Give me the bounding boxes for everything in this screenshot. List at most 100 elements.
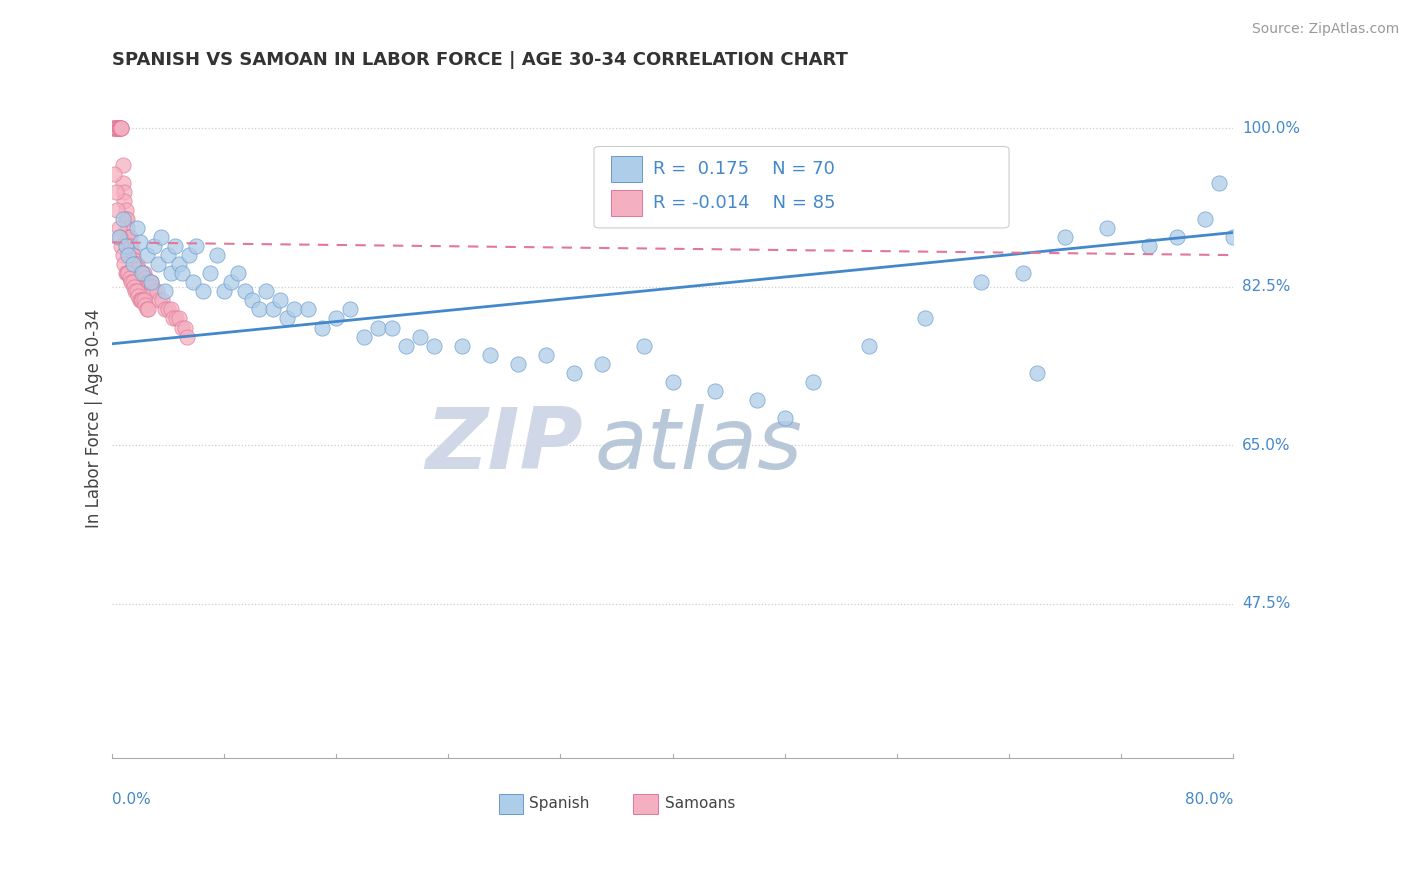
Text: Samoans: Samoans	[665, 797, 735, 811]
Point	[125, 221, 148, 235]
Text: 80.0%: 80.0%	[1185, 792, 1233, 807]
Point	[107, 230, 129, 244]
Point	[108, 121, 131, 136]
Point	[112, 257, 135, 271]
Point	[127, 261, 149, 276]
Bar	[610, 156, 643, 182]
Point	[107, 221, 129, 235]
Point	[1054, 230, 1077, 244]
Point	[117, 248, 139, 262]
Point	[801, 375, 824, 389]
Point	[129, 266, 152, 280]
Point	[240, 293, 263, 308]
Point	[131, 293, 153, 308]
Point	[170, 320, 193, 334]
Point	[381, 320, 404, 334]
Bar	[499, 794, 523, 814]
Point	[104, 121, 127, 136]
Point	[117, 266, 139, 280]
Point	[115, 211, 138, 226]
Point	[120, 275, 142, 289]
Point	[145, 285, 167, 299]
Point	[108, 121, 131, 136]
Point	[107, 121, 129, 136]
Point	[156, 248, 179, 262]
Point	[114, 202, 136, 217]
Point	[177, 248, 200, 262]
Point	[114, 266, 136, 280]
Point	[395, 338, 418, 352]
Text: ZIP: ZIP	[425, 404, 583, 487]
Point	[1026, 366, 1049, 380]
FancyBboxPatch shape	[593, 146, 1010, 228]
Point	[111, 157, 134, 171]
Point	[108, 121, 131, 136]
Point	[181, 275, 204, 289]
Point	[134, 298, 156, 312]
Point	[122, 252, 145, 267]
Point	[633, 338, 655, 352]
Point	[121, 257, 143, 271]
Point	[118, 270, 141, 285]
Point	[111, 248, 134, 262]
Point	[114, 211, 136, 226]
Point	[128, 293, 150, 308]
Point	[176, 329, 198, 343]
Point	[124, 285, 146, 299]
Point	[159, 302, 181, 317]
Point	[139, 275, 162, 289]
Point	[150, 293, 173, 308]
Text: 47.5%: 47.5%	[1241, 596, 1291, 611]
Point	[128, 266, 150, 280]
Text: atlas: atlas	[593, 404, 801, 487]
Point	[111, 211, 134, 226]
Point	[1012, 266, 1035, 280]
Point	[311, 320, 333, 334]
Point	[117, 230, 139, 244]
Point	[745, 392, 768, 407]
Point	[367, 320, 389, 334]
Bar	[633, 794, 658, 814]
Point	[141, 280, 163, 294]
Point	[121, 248, 143, 262]
Point	[254, 285, 277, 299]
Text: 100.0%: 100.0%	[1241, 120, 1301, 136]
Point	[191, 285, 214, 299]
Point	[135, 302, 157, 317]
Point	[451, 338, 474, 352]
Point	[114, 239, 136, 253]
Point	[131, 266, 153, 280]
Point	[212, 285, 235, 299]
Point	[148, 293, 170, 308]
Point	[132, 293, 155, 308]
Point	[142, 239, 165, 253]
Text: Spanish: Spanish	[529, 797, 589, 811]
Point	[1208, 176, 1230, 190]
Point	[135, 248, 157, 262]
Point	[276, 311, 298, 326]
Point	[127, 289, 149, 303]
Point	[970, 275, 993, 289]
Point	[198, 266, 221, 280]
Point	[156, 302, 179, 317]
Point	[226, 266, 249, 280]
Bar	[610, 190, 643, 216]
Point	[105, 121, 128, 136]
Point	[269, 293, 291, 308]
Point	[508, 357, 530, 371]
Text: 0.0%: 0.0%	[111, 792, 150, 807]
Point	[136, 275, 159, 289]
Point	[339, 302, 361, 317]
Point	[125, 285, 148, 299]
Point	[107, 121, 129, 136]
Text: 82.5%: 82.5%	[1241, 279, 1291, 294]
Text: SPANISH VS SAMOAN IN LABOR FORCE | AGE 30-34 CORRELATION CHART: SPANISH VS SAMOAN IN LABOR FORCE | AGE 3…	[111, 51, 848, 69]
Point	[136, 302, 159, 317]
Point	[124, 257, 146, 271]
Point	[184, 239, 207, 253]
Point	[167, 257, 190, 271]
Point	[112, 194, 135, 208]
Point	[117, 230, 139, 244]
Point	[103, 121, 125, 136]
Point	[128, 235, 150, 249]
